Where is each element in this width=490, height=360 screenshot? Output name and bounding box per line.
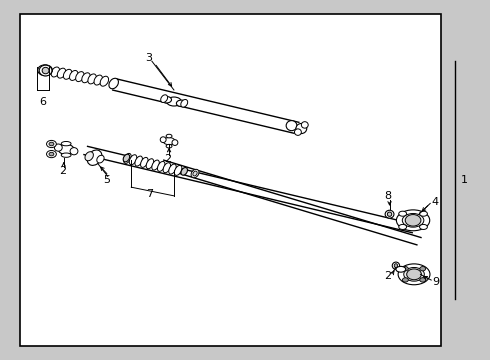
Ellipse shape [141, 157, 148, 167]
Ellipse shape [385, 210, 394, 218]
Ellipse shape [176, 100, 186, 107]
Ellipse shape [169, 164, 176, 174]
Text: 6: 6 [40, 96, 47, 107]
Text: 2: 2 [165, 154, 172, 164]
Ellipse shape [301, 122, 308, 128]
Circle shape [420, 278, 426, 282]
Ellipse shape [57, 68, 66, 78]
Ellipse shape [419, 224, 427, 229]
Ellipse shape [123, 154, 130, 162]
Ellipse shape [87, 150, 102, 165]
Circle shape [402, 266, 408, 271]
Ellipse shape [160, 137, 166, 143]
Ellipse shape [419, 211, 427, 216]
Ellipse shape [94, 75, 102, 85]
Text: 2: 2 [385, 271, 392, 281]
Ellipse shape [172, 140, 178, 145]
Ellipse shape [161, 95, 168, 103]
Text: 4: 4 [431, 197, 439, 207]
Circle shape [47, 140, 56, 148]
Ellipse shape [51, 67, 60, 77]
Circle shape [47, 150, 56, 158]
Ellipse shape [63, 69, 72, 79]
Text: 9: 9 [432, 277, 440, 287]
Ellipse shape [396, 210, 430, 231]
Ellipse shape [402, 213, 424, 227]
Ellipse shape [100, 76, 109, 86]
Ellipse shape [61, 141, 71, 146]
Ellipse shape [398, 264, 430, 285]
Ellipse shape [163, 138, 175, 145]
Ellipse shape [399, 211, 407, 216]
Ellipse shape [399, 224, 407, 229]
Ellipse shape [162, 96, 172, 103]
Text: 1: 1 [461, 175, 467, 185]
Ellipse shape [166, 144, 172, 148]
Ellipse shape [58, 144, 74, 154]
Circle shape [49, 142, 54, 146]
Ellipse shape [181, 99, 188, 107]
Text: 7: 7 [146, 189, 153, 199]
Ellipse shape [85, 152, 94, 161]
Ellipse shape [163, 163, 171, 173]
Circle shape [407, 269, 421, 280]
Ellipse shape [75, 72, 84, 82]
Ellipse shape [135, 156, 143, 166]
Text: 3: 3 [145, 53, 152, 63]
Ellipse shape [129, 155, 137, 165]
Ellipse shape [404, 267, 424, 281]
Ellipse shape [157, 161, 165, 171]
Ellipse shape [396, 266, 406, 272]
Ellipse shape [193, 171, 197, 176]
Ellipse shape [54, 144, 62, 151]
Ellipse shape [166, 134, 172, 138]
Ellipse shape [181, 167, 188, 175]
Ellipse shape [70, 148, 78, 155]
Ellipse shape [392, 262, 400, 269]
Ellipse shape [167, 97, 181, 106]
Ellipse shape [174, 165, 182, 175]
Ellipse shape [296, 123, 307, 134]
Circle shape [38, 65, 52, 76]
Ellipse shape [97, 155, 104, 163]
Bar [20, 14, 441, 346]
Ellipse shape [191, 169, 199, 178]
Ellipse shape [394, 264, 398, 268]
Ellipse shape [42, 67, 49, 74]
Ellipse shape [388, 212, 392, 216]
Text: 8: 8 [385, 191, 392, 201]
Ellipse shape [88, 74, 97, 84]
Circle shape [49, 152, 54, 156]
Circle shape [420, 266, 426, 271]
Ellipse shape [286, 121, 297, 131]
Ellipse shape [39, 65, 52, 76]
Ellipse shape [123, 153, 131, 163]
Circle shape [41, 67, 49, 73]
Text: 5: 5 [103, 175, 110, 185]
Ellipse shape [152, 160, 159, 170]
Ellipse shape [82, 73, 90, 83]
Circle shape [405, 215, 421, 226]
Circle shape [402, 278, 408, 282]
Ellipse shape [146, 159, 154, 169]
Ellipse shape [61, 153, 71, 157]
Text: 2: 2 [59, 166, 66, 176]
Ellipse shape [109, 78, 119, 89]
Ellipse shape [294, 129, 301, 135]
Ellipse shape [70, 71, 78, 80]
